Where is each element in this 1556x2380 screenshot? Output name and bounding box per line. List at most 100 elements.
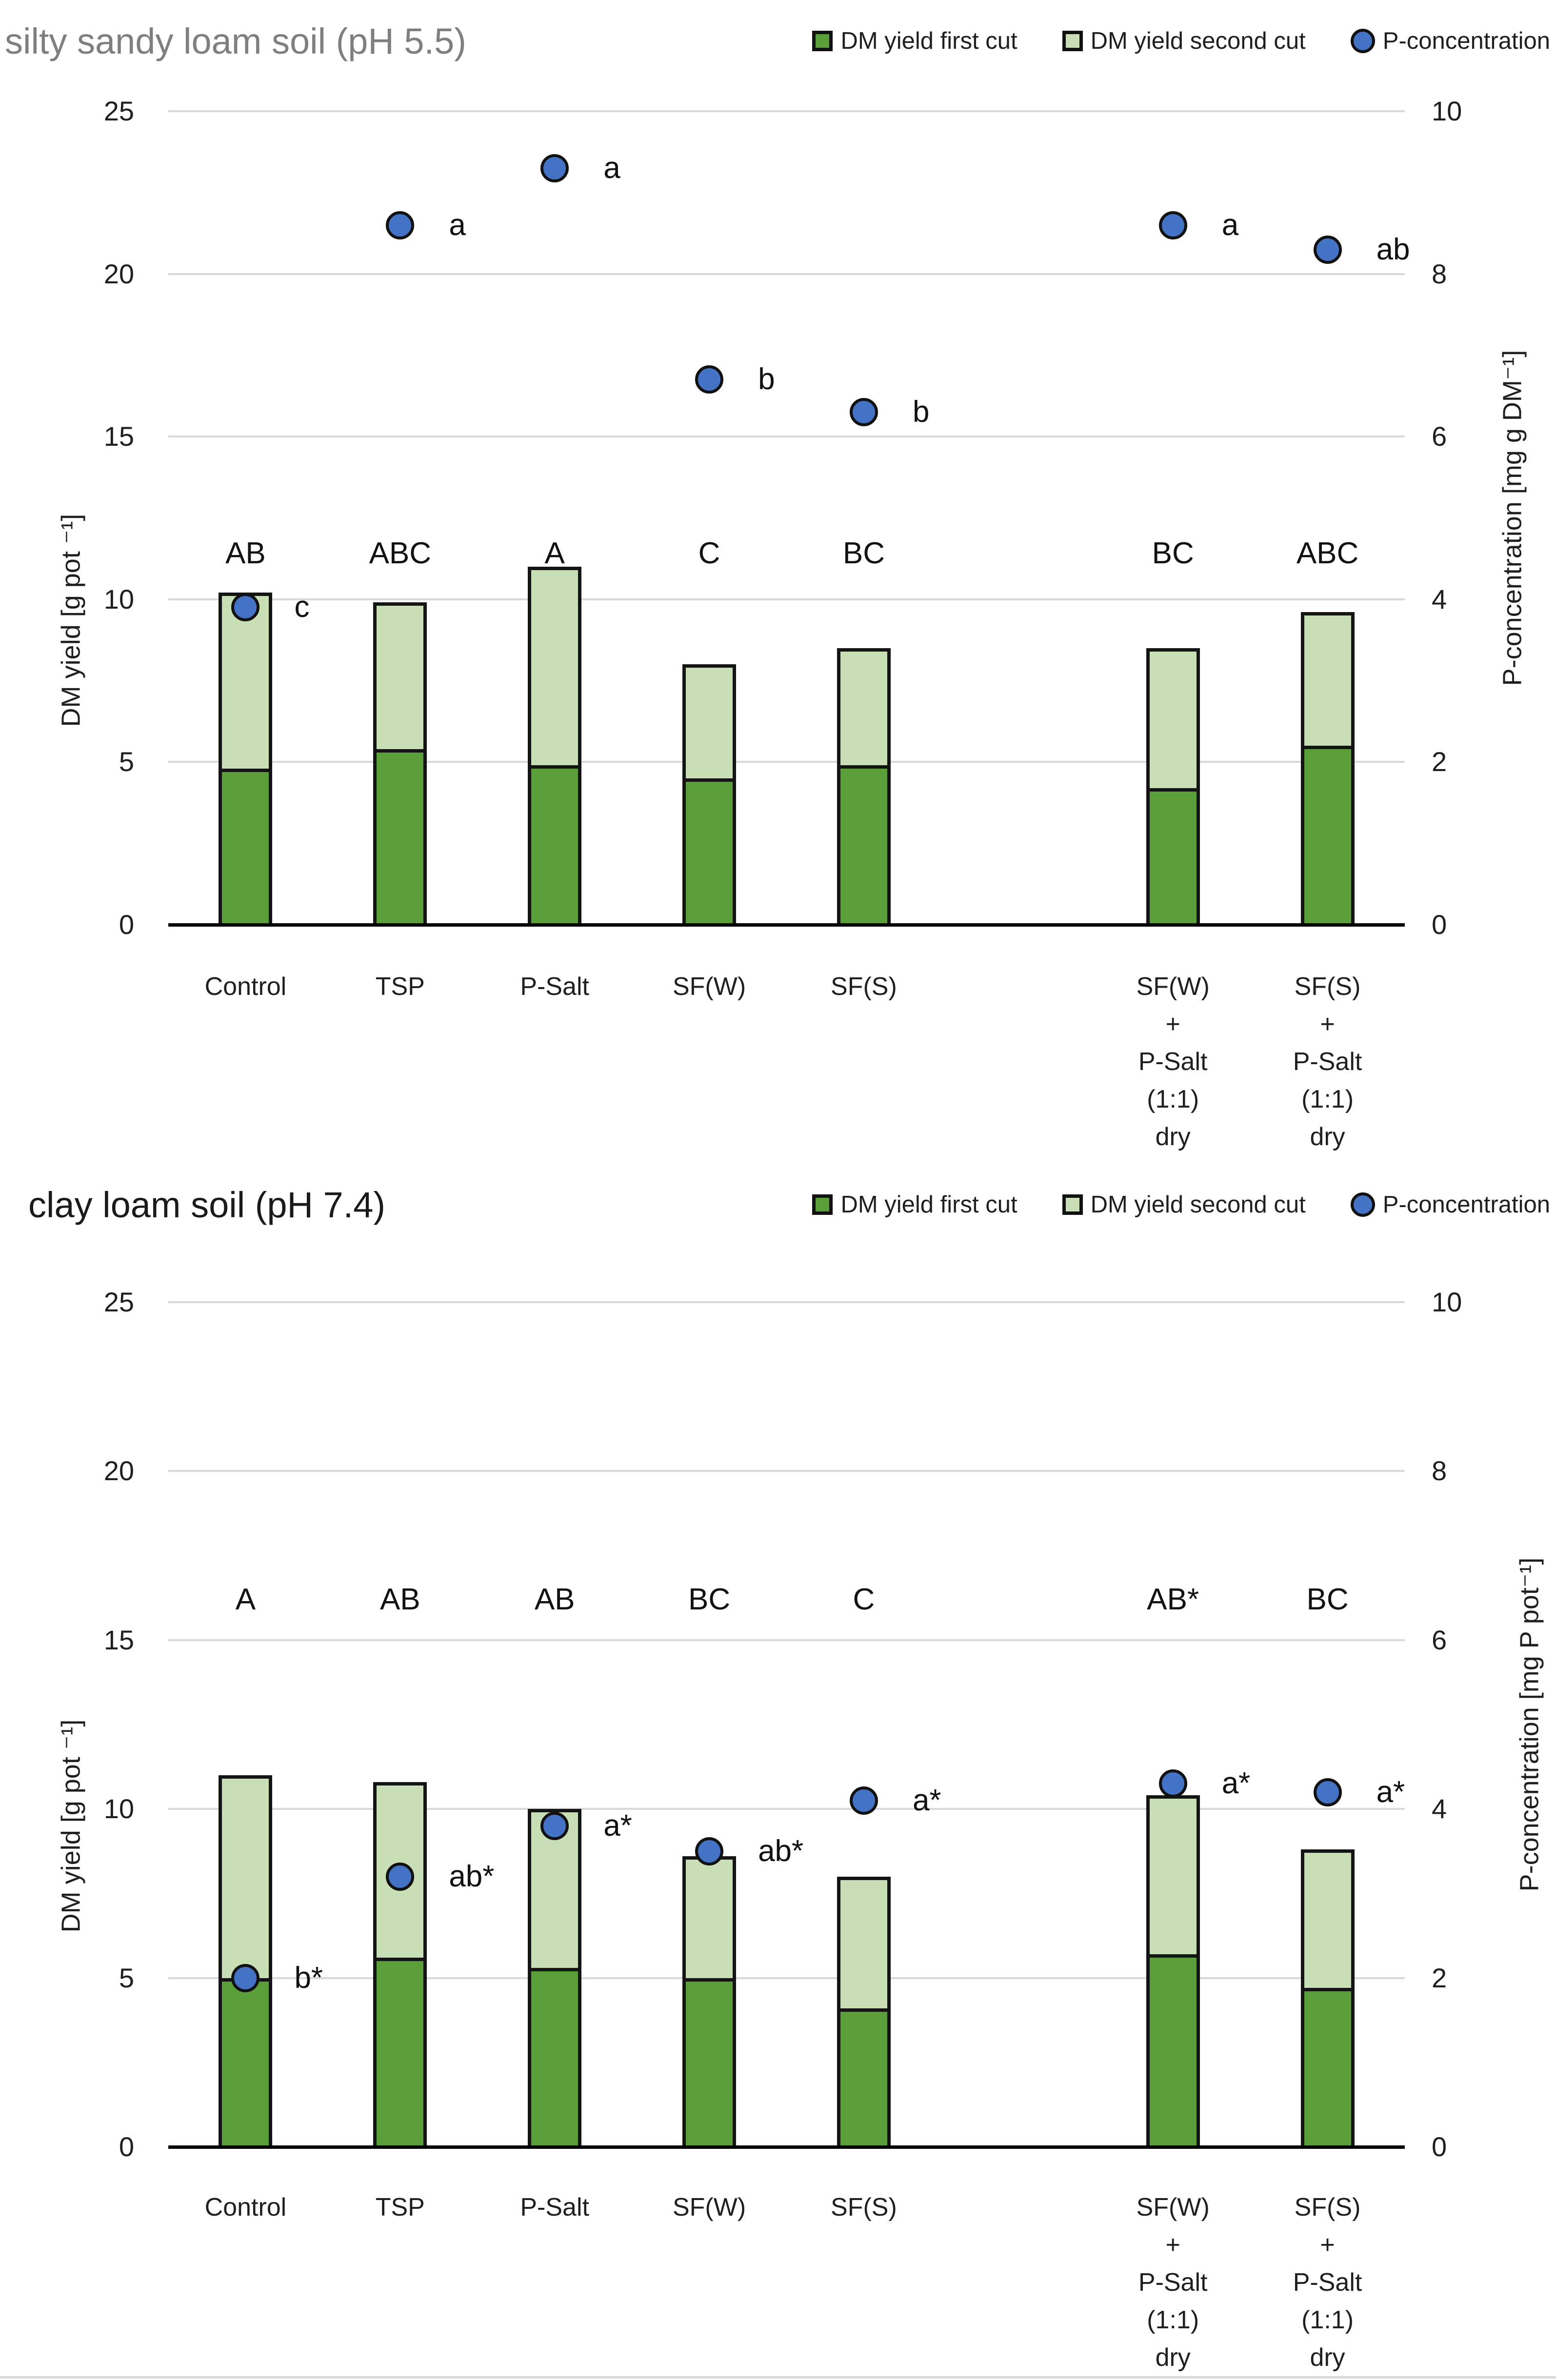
point-label: b* [294, 1961, 323, 1995]
p-concentration-marker-icon [1350, 29, 1375, 53]
p-concentration-point [540, 154, 569, 182]
category-label: TSP [375, 972, 425, 1001]
bar-second-cut [837, 648, 891, 769]
p-concentration-point [695, 1837, 724, 1865]
second-cut-swatch-icon [1062, 1194, 1083, 1215]
gridline [168, 1301, 1405, 1303]
chart2-right-axis-title: P-concentration [mg P pot⁻¹] [1515, 1557, 1544, 1892]
first-cut-swatch-icon [812, 1194, 833, 1215]
bar-first-cut [1300, 746, 1355, 927]
left-axis-tick: 20 [103, 1455, 134, 1487]
significance-letter: BC [1306, 1583, 1349, 1616]
p-concentration-point [540, 1811, 569, 1840]
legend-label: P-concentration [1382, 28, 1550, 54]
category-label: P-Salt [520, 972, 589, 1001]
bar-first-cut [219, 768, 273, 927]
category-label: SF(S) + P-Salt (1:1) dry [1293, 972, 1362, 1151]
significance-letter: A [544, 536, 565, 570]
first-cut-swatch-icon [812, 31, 833, 51]
right-axis-tick: 10 [1432, 96, 1462, 126]
legend-item-first-cut: DM yield first cut [812, 1191, 1017, 1218]
bottom-edge-rule [0, 2376, 1556, 2379]
category-label: SF(W) [672, 972, 746, 1001]
right-axis-tick: 0 [1432, 2131, 1447, 2162]
category-label: Control [204, 2193, 287, 2221]
right-axis-tick: 10 [1432, 1287, 1462, 1317]
bar-first-cut [528, 1967, 582, 2149]
category-label: SF(S) + P-Salt (1:1) dry [1293, 2193, 1362, 2372]
x-axis-line [168, 923, 1405, 927]
category-label: SF(W) + P-Salt (1:1) dry [1136, 972, 1210, 1151]
significance-letter: C [698, 536, 720, 570]
p-concentration-point [386, 1862, 415, 1891]
point-label: a* [912, 1783, 941, 1817]
significance-letter: AB [225, 536, 266, 570]
gridline [168, 436, 1405, 438]
p-concentration-point [1158, 1769, 1187, 1798]
gridline [168, 110, 1405, 112]
gridline [168, 1470, 1405, 1472]
bar-second-cut [682, 1856, 737, 1982]
p-concentration-point [1158, 211, 1187, 239]
bar-first-cut [682, 1978, 737, 2149]
p-concentration-point [849, 398, 878, 427]
bar-second-cut [1146, 648, 1200, 792]
bar-first-cut [373, 749, 427, 927]
legend-item-p-concentration: P-concentration [1350, 1191, 1550, 1218]
legend-label: P-concentration [1382, 1191, 1550, 1218]
significance-letter: AB [534, 1583, 575, 1616]
point-label: a [1221, 208, 1239, 242]
left-axis-tick: 5 [119, 1962, 134, 1993]
chart1-header: silty sandy loam soil (pH 5.5) DM yield … [0, 2, 1550, 80]
bar-second-cut [528, 567, 582, 769]
point-label: a [449, 208, 466, 242]
category-label: Control [204, 972, 287, 1001]
point-label: b [758, 362, 775, 397]
significance-letter: ABC [1296, 536, 1359, 570]
bar-first-cut [837, 2008, 891, 2149]
legend-item-second-cut: DM yield second cut [1062, 1191, 1306, 1218]
bar-second-cut [1300, 1849, 1355, 1992]
chart2-title: clay loam soil (pH 7.4) [28, 1184, 386, 1225]
right-axis-tick: 8 [1432, 258, 1447, 289]
chart1-title: silty sandy loam soil (pH 5.5) [5, 20, 466, 61]
legend-item-second-cut: DM yield second cut [1062, 27, 1306, 55]
legend-label: DM yield second cut [1090, 1191, 1306, 1218]
left-axis-tick: 10 [103, 583, 134, 615]
left-axis-tick: 20 [103, 258, 134, 289]
p-concentration-point [695, 365, 724, 394]
bar-first-cut [528, 765, 582, 927]
significance-letter: BC [842, 536, 885, 570]
bar-first-cut [1300, 1988, 1355, 2149]
significance-letter: ABC [369, 536, 432, 570]
point-label: ab [1376, 232, 1410, 266]
left-axis-tick: 25 [103, 1287, 134, 1317]
significance-letter: C [853, 1583, 875, 1616]
right-axis-tick: 2 [1432, 1962, 1447, 1993]
point-label: ab* [758, 1834, 804, 1868]
chart1-right-axis-title: P-concentration [mg g DM⁻¹] [1497, 350, 1527, 686]
legend-item-first-cut: DM yield first cut [812, 27, 1017, 55]
category-label: TSP [375, 2193, 425, 2221]
category-label: SF(S) [831, 972, 897, 1001]
right-axis-tick: 6 [1432, 1624, 1447, 1655]
bar-second-cut [1300, 612, 1355, 750]
left-axis-tick: 0 [119, 2131, 134, 2162]
bar-second-cut [219, 593, 273, 772]
bar-second-cut [837, 1876, 891, 2012]
gridline [168, 761, 1405, 763]
significance-letter: AB [379, 1583, 420, 1616]
point-label: b [912, 395, 930, 429]
point-label: a [603, 151, 620, 185]
right-axis-tick: 4 [1432, 583, 1447, 615]
chart2-header: clay loam soil (pH 7.4) DM yield first c… [0, 1166, 1550, 1244]
category-label: P-Salt [520, 2193, 589, 2221]
significance-letter: AB* [1147, 1583, 1199, 1616]
chart1-legend: DM yield first cut DM yield second cut P… [812, 27, 1550, 55]
right-axis-tick: 8 [1432, 1455, 1447, 1487]
p-concentration-point [1313, 235, 1342, 264]
significance-letter: BC [1152, 536, 1194, 570]
legend-item-p-concentration: P-concentration [1350, 27, 1550, 55]
point-label: ab* [449, 1859, 495, 1893]
